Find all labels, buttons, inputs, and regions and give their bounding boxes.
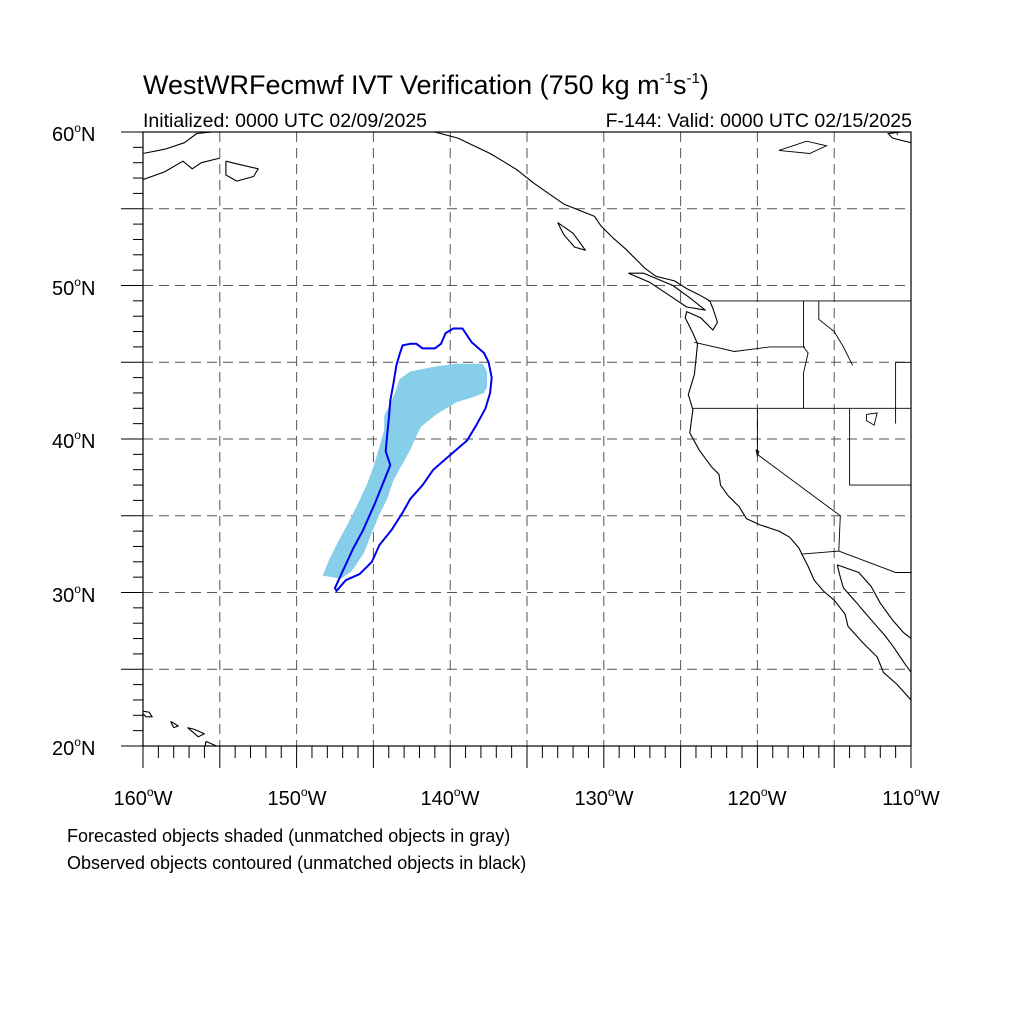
degree-mark: o	[74, 735, 81, 749]
forecast-objects	[322, 363, 488, 579]
lon-value: 130	[574, 788, 608, 810]
lon-value: 110	[882, 788, 915, 810]
lon-label-110: 110oW	[861, 785, 961, 811]
lat-label-50: 50oN	[52, 275, 110, 301]
lon-hemisphere: W	[460, 788, 480, 810]
degree-mark: o	[74, 582, 81, 596]
coastline-hudson-east	[887, 132, 911, 144]
page-title: WestWRFecmwf IVT Verification (750 kg m-…	[143, 70, 709, 101]
coastline-hawaii-3	[187, 727, 205, 738]
coastline-alaska-2	[143, 157, 220, 181]
political-border	[694, 341, 805, 352]
lat-value: 40	[52, 431, 75, 453]
observed-object-contour	[334, 327, 493, 592]
degree-mark: o	[760, 785, 768, 799]
coastlines	[143, 132, 911, 746]
lon-value: 160	[113, 788, 147, 810]
political-border	[756, 408, 841, 555]
lat-label-40: 40oN	[52, 428, 110, 454]
lake-outline	[866, 412, 878, 426]
lat-value: 60	[52, 124, 75, 146]
lon-hemisphere: W	[614, 788, 634, 810]
lat-hemisphere: N	[80, 124, 96, 146]
coastline-hawaii-2	[170, 720, 179, 729]
lon-label-150: 150oW	[247, 785, 347, 811]
valid-time: F-144: Valid: 0000 UTC 02/15/2025	[605, 110, 912, 132]
lat-hemisphere: N	[80, 431, 96, 453]
title-text: WestWRFecmwf IVT Verification (750 kg m	[143, 70, 660, 100]
gridlines	[143, 132, 911, 746]
degree-mark: o	[74, 275, 81, 289]
legend-observed-note: Observed objects contoured (unmatched ob…	[67, 853, 527, 873]
lon-hemisphere: W	[153, 788, 173, 810]
lon-label-120: 120oW	[707, 785, 807, 811]
coastline-north-america	[434, 132, 911, 701]
axis-ticks	[121, 131, 912, 768]
lat-value: 20	[52, 738, 75, 760]
degree-mark: o	[74, 121, 81, 135]
title-close-paren: )	[699, 70, 709, 100]
legend-forecast-note: Forecasted objects shaded (unmatched obj…	[67, 826, 511, 846]
degree-mark: o	[146, 785, 154, 799]
lat-label-20: 20oN	[52, 735, 110, 761]
degree-mark: o	[607, 785, 615, 799]
forecast-object-shading	[322, 363, 488, 579]
lon-hemisphere: W	[767, 788, 787, 810]
coastline-mainland-mexico-west	[837, 564, 911, 639]
lake-outline	[778, 140, 828, 154]
lon-value: 140	[420, 788, 454, 810]
lon-value: 150	[267, 788, 301, 810]
title-unit-s: s	[672, 70, 687, 100]
coastline-haida-gwaii	[557, 222, 586, 251]
initialized-time: Initialized: 0000 UTC 02/09/2025	[143, 110, 428, 132]
coastline-hawaii-1	[143, 710, 153, 718]
political-border	[849, 408, 911, 486]
political-border	[838, 550, 911, 573]
map-frame	[142, 131, 912, 747]
coastline-vancouver-island	[628, 272, 706, 311]
lat-hemisphere: N	[80, 585, 96, 607]
political-border	[803, 300, 809, 409]
lat-label-60: 60oN	[52, 121, 110, 147]
degree-mark: o	[914, 785, 921, 799]
degree-mark: o	[74, 428, 81, 442]
degree-mark: o	[300, 785, 308, 799]
lon-label-140: 140oW	[400, 785, 500, 811]
lake-outline	[755, 449, 760, 458]
observed-objects	[334, 327, 493, 592]
political-border	[818, 300, 854, 366]
lat-hemisphere: N	[80, 738, 96, 760]
lat-value: 30	[52, 585, 75, 607]
coastline-baja-gulf-east	[836, 564, 911, 673]
coastline-kodiak	[225, 160, 259, 182]
lat-hemisphere: N	[80, 278, 96, 300]
lon-hemisphere: W	[920, 788, 940, 810]
lon-label-160: 160oW	[93, 785, 193, 811]
title-exponent-1: -1	[659, 70, 673, 87]
title-exponent-2: -1	[686, 70, 700, 87]
lon-label-130: 130oW	[554, 785, 654, 811]
lat-label-30: 30oN	[52, 582, 110, 608]
lat-value: 50	[52, 278, 75, 300]
coastline-alaska-1	[143, 132, 213, 155]
degree-mark: o	[453, 785, 461, 799]
lon-value: 120	[727, 788, 761, 810]
lon-hemisphere: W	[307, 788, 327, 810]
